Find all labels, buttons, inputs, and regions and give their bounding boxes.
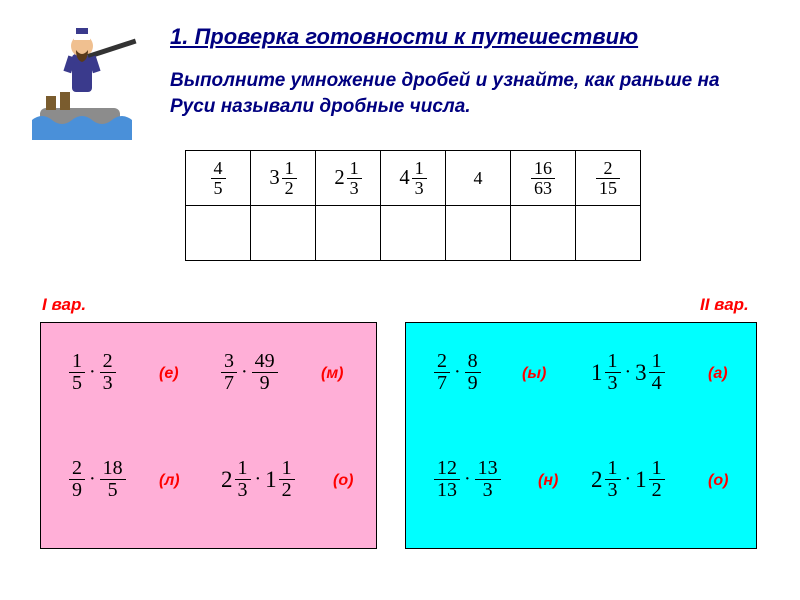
answer-letter: (о) (708, 472, 728, 490)
expression: 37·499 (221, 351, 278, 394)
table-row (186, 206, 641, 261)
expression: 213·112 (221, 458, 295, 501)
table-cell-empty (446, 206, 511, 261)
answer-letter: (а) (708, 365, 728, 383)
table-cell-empty (511, 206, 576, 261)
page-title: 1. Проверка готовности к путешествию (170, 24, 638, 50)
answer-letter: (м) (321, 365, 344, 383)
page-subtitle: Выполните умножение дробей и узнайте, ка… (170, 68, 760, 119)
expression: 113·314 (591, 351, 665, 394)
table-cell-empty (576, 206, 641, 261)
panel-variant-2: 27·89 (ы) 113·314 (а) 1213·133 (н) 213·112 (о) (405, 322, 757, 549)
answer-table: 45 312 213 413 4 1663 215 (185, 150, 641, 261)
expression: 29·185 (69, 458, 126, 501)
table-cell: 45 (186, 151, 251, 206)
table-cell: 312 (251, 151, 316, 206)
table-cell: 1663 (511, 151, 576, 206)
answer-letter: (н) (538, 472, 558, 490)
answer-letter: (е) (159, 365, 179, 383)
table-cell-empty (381, 206, 446, 261)
table-row: 45 312 213 413 4 1663 215 (186, 151, 641, 206)
panel-variant-1: 15·23 (е) 37·499 (м) 29·185 (л) 213·112 (о) (40, 322, 377, 549)
answer-letter: (о) (333, 472, 353, 490)
sailor-illustration (32, 20, 142, 140)
table-cell: 413 (381, 151, 446, 206)
answer-letter: (ы) (522, 365, 546, 383)
variant-2-label: II вар. (700, 295, 749, 315)
expression: 27·89 (434, 351, 481, 394)
table-cell: 4 (446, 151, 511, 206)
table-cell-empty (316, 206, 381, 261)
variant-1-label: I вар. (42, 295, 86, 315)
table-cell-empty (251, 206, 316, 261)
table-cell-empty (186, 206, 251, 261)
table-cell: 213 (316, 151, 381, 206)
table-cell: 215 (576, 151, 641, 206)
answer-letter: (л) (159, 472, 180, 490)
expression: 213·112 (591, 458, 665, 501)
expression: 1213·133 (434, 458, 501, 501)
expression: 15·23 (69, 351, 116, 394)
